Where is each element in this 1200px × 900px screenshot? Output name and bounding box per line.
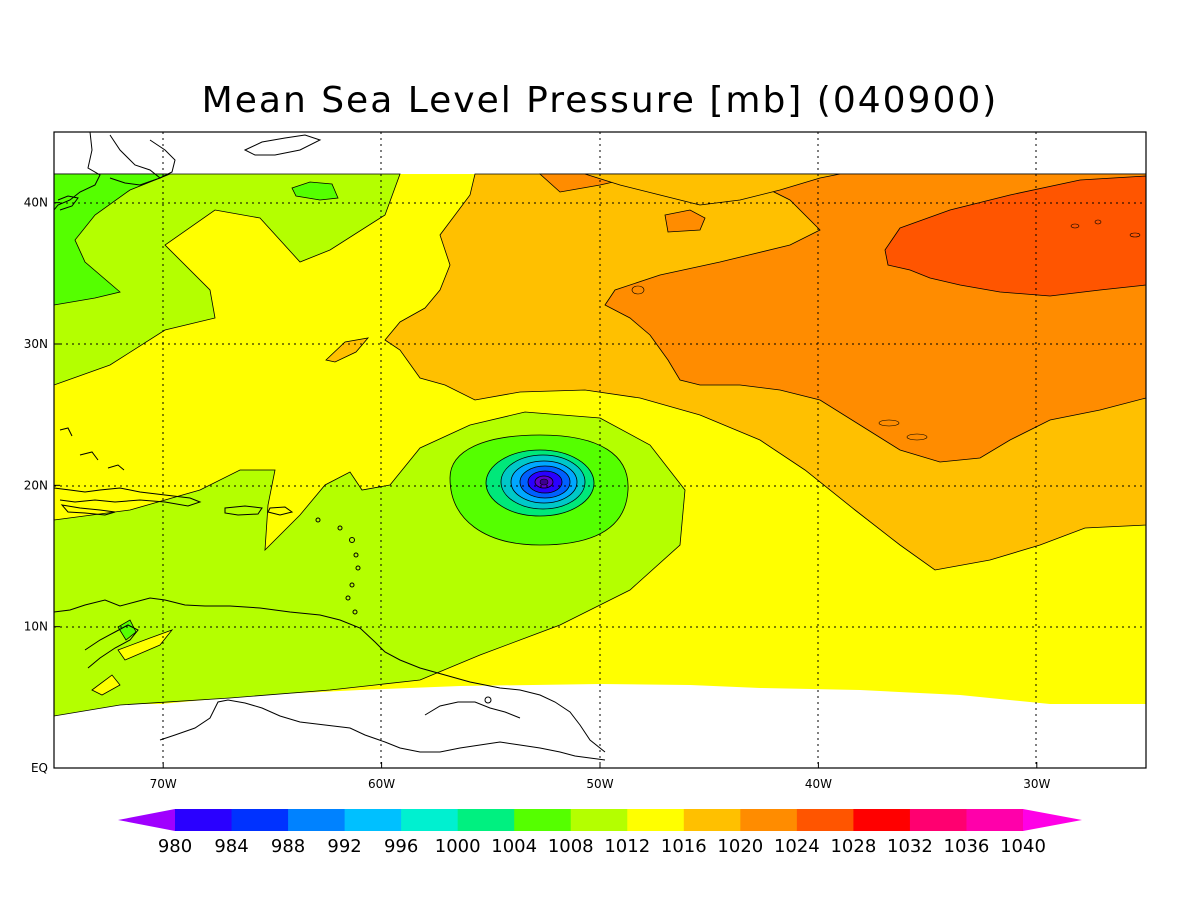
band-1020-speck3 [631,285,645,295]
colorbar-swatch [740,809,798,831]
colorbar-arrow-low [118,809,175,831]
lat-tick-label: 20N [24,478,48,492]
colorbar-swatch [457,809,515,831]
colorbar-label: 992 [327,836,361,857]
band-1020-speck2 [906,433,928,441]
colorbar-swatch [627,809,685,831]
colorbar-label: 1024 [774,836,820,857]
map-title: Mean Sea Level Pressure [mb] (040900) [201,80,999,121]
low-core [539,478,549,486]
band-1024-speck2 [1094,219,1102,225]
lon-tick-label: 50W [586,777,613,791]
band-1016-inlet [584,173,841,206]
colorbar-swatch [966,809,1024,831]
band-1020-speck1 [878,419,900,427]
band-1024-speck3 [1129,232,1141,238]
low-pressure-center [449,434,629,546]
colorbar-swatch [570,809,628,831]
lon-tick-label: 70W [150,777,177,791]
colorbar-label: 1016 [661,836,707,857]
colorbar-swatch [344,809,402,831]
lon-tick-label: 60W [368,777,395,791]
band-1008-west [54,173,401,386]
colorbar-swatch [175,809,233,831]
colorbar-swatch [909,809,967,831]
colorbar-swatch [514,809,572,831]
colorbar-label: 1032 [887,836,933,857]
lon-tick-label: 40W [805,777,832,791]
colorbar-label: 980 [158,836,192,857]
band-1024 [884,175,1146,297]
colorbar-label: 1008 [548,836,594,857]
band-1016-patch [325,337,370,363]
colorbar-label: 984 [214,836,248,857]
lat-tick-label: 10N [24,620,48,634]
colorbar-label: 996 [384,836,418,857]
lat-tick-label: 30N [24,337,48,351]
colorbar-swatch [401,809,459,831]
lat-tick-label: EQ [31,761,48,775]
colorbar-label: 1000 [435,836,481,857]
colorbar-label: 1028 [830,836,876,857]
band-1012-patch [117,629,174,661]
colorbar-swatch [231,809,289,831]
band-1020-patch [664,209,706,233]
lon-tick-label: 30W [1023,777,1050,791]
band-1004-north [291,181,339,201]
colorbar-swatch [288,809,346,831]
colorbar-arrow-high [1023,809,1082,831]
colorbar-label: 1004 [491,836,537,857]
colorbar-swatch [853,809,911,831]
band-1024-speck1 [1070,223,1080,229]
colorbar-label: 1036 [944,836,990,857]
lat-tick-label: 40N [24,196,48,210]
colorbar-swatch [796,809,854,831]
band-1012-patch2 [91,674,121,696]
coastlines [54,132,606,761]
colorbar-label: 1020 [717,836,763,857]
colorbar-label: 988 [271,836,305,857]
colorbar-swatch [683,809,741,831]
colorbar-label: 1012 [604,836,650,857]
longitude-axis: 70W 60W 50W 40W 30W [150,762,1050,791]
colorbar: 980 984 988 992 996 1000 1004 1008 1012 1016 1020 1… [118,809,1082,857]
graticule [54,132,1146,768]
latitude-axis: 40N 30N 20N 10N EQ [24,196,60,775]
colorbar-label: 1040 [1000,836,1046,857]
